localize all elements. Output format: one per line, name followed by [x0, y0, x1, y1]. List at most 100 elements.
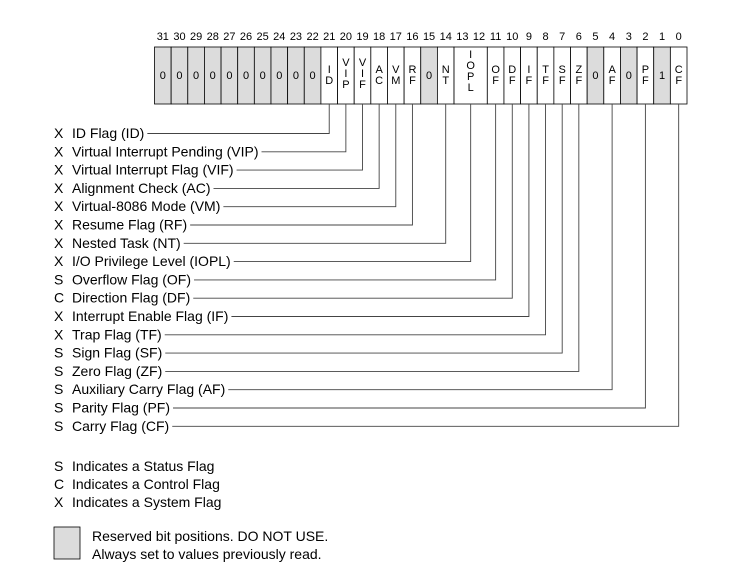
cell-letter: P: [342, 79, 349, 91]
flag-connector: [223, 104, 397, 208]
flag-connector: [165, 104, 580, 372]
flag-type-letter: X: [54, 143, 64, 159]
flag-name: Parity Flag (PF): [72, 400, 170, 416]
flag-connector-lines: [147, 104, 680, 427]
cell-letter: 0: [226, 70, 232, 82]
flag-name: Direction Flag (DF): [72, 290, 190, 306]
flag-type-letter: X: [54, 253, 64, 269]
flag-name: Virtual Interrupt Pending (VIP): [72, 143, 259, 159]
cell-letter: 0: [276, 70, 282, 82]
cell-letter: V: [392, 64, 400, 76]
cell-letter: I: [469, 49, 472, 61]
cell-letter: P: [642, 64, 649, 76]
cell-letter: 0: [592, 70, 598, 82]
flag-connector: [213, 104, 380, 189]
cell-letter: 0: [260, 70, 266, 82]
cell-letter: 0: [176, 70, 182, 82]
cell-letter: 1: [659, 70, 665, 82]
cell-letter: R: [408, 64, 416, 76]
cell-letter: Z: [575, 64, 582, 76]
flag-type-letter: X: [54, 180, 64, 196]
bit-number: 2: [642, 31, 648, 43]
reserved-note: Reserved bit positions. DO NOT USE. Alwa…: [53, 526, 328, 562]
flag-connector: [193, 104, 513, 299]
legend-text: Indicates a Control Flag: [72, 476, 220, 492]
bit-number: 9: [526, 31, 532, 43]
flag-name: Zero Flag (ZF): [72, 363, 162, 379]
flag-connector: [233, 104, 472, 263]
bit-number: 31: [157, 31, 169, 43]
cell-letter: O: [466, 60, 475, 72]
flag-type-letter: S: [54, 345, 63, 361]
cell-letter: I: [328, 64, 331, 76]
cell-letter: A: [608, 64, 616, 76]
bit-number: 27: [223, 31, 235, 43]
cell-letter: A: [375, 64, 383, 76]
cell-letter: I: [527, 64, 530, 76]
flag-connector: [147, 104, 330, 134]
flag-name: Sign Flag (SF): [72, 345, 162, 361]
flag-connector: [164, 104, 547, 336]
flag-bit-cell: [453, 46, 488, 105]
bit-number: 7: [559, 31, 565, 43]
bit-number: 0: [676, 31, 682, 43]
flag-connector: [228, 104, 613, 391]
reserved-note-line1: Reserved bit positions. DO NOT USE.: [92, 528, 328, 544]
bit-number: 29: [190, 31, 202, 43]
bit-number: 15: [423, 31, 435, 43]
bit-number: 22: [306, 31, 318, 43]
flag-type-letter: X: [54, 326, 64, 342]
cell-letter: 0: [160, 70, 166, 82]
legend-text: Indicates a Status Flag: [72, 458, 214, 474]
legend-text: Indicates a System Flag: [72, 494, 221, 510]
cell-letter: F: [409, 75, 416, 87]
cell-letter: F: [642, 75, 649, 87]
bit-number: 24: [273, 31, 285, 43]
flag-type-letter: X: [54, 308, 64, 324]
flag-type-letter: S: [54, 381, 63, 397]
flag-name: Interrupt Enable Flag (IF): [72, 308, 228, 324]
cell-letter: T: [442, 75, 449, 87]
flag-type-letter: X: [54, 162, 64, 178]
bit-number: 26: [240, 31, 252, 43]
flag-type-letter: S: [54, 418, 63, 434]
flag-name: Nested Task (NT): [72, 235, 181, 251]
cell-letter: O: [491, 64, 500, 76]
flag-connector: [236, 104, 363, 171]
cell-letter: D: [508, 64, 516, 76]
flag-name: Overflow Flag (OF): [72, 271, 191, 287]
bit-number: 3: [626, 31, 632, 43]
cell-letter: 0: [193, 70, 199, 82]
cell-letter: L: [468, 82, 474, 94]
legend-type-letter: S: [54, 458, 63, 474]
bit-number: 23: [290, 31, 302, 43]
flag-type-letter: C: [54, 290, 64, 306]
flag-name: Carry Flag (CF): [72, 418, 169, 434]
bit-number: 18: [373, 31, 385, 43]
flag-connector: [173, 104, 646, 409]
flag-connector: [172, 104, 680, 427]
flag-name: Virtual-8086 Mode (VM): [72, 198, 220, 214]
reserved-note-line2: Always set to values previously read.: [92, 546, 322, 562]
bit-number: 1: [659, 31, 665, 43]
bit-number: 13: [456, 31, 468, 43]
legend-type-letter: X: [54, 494, 64, 510]
cell-letter: 0: [210, 70, 216, 82]
flag-type-letter: X: [54, 217, 64, 233]
cell-letter: 0: [243, 70, 249, 82]
cell-letter: C: [375, 75, 383, 87]
cell-letter: F: [609, 75, 616, 87]
bit-number-row: 31 30 29 28 27 26 25 24 23 22 21 20 19 18 17 16 15 14 13 12…: [157, 31, 682, 43]
legend-type-letter: C: [54, 476, 64, 492]
flag-connector: [194, 104, 497, 281]
cell-letter: 0: [310, 70, 316, 82]
flag-type-letter: X: [54, 125, 64, 141]
bit-number: 19: [356, 31, 368, 43]
flag-type-letter: S: [54, 400, 63, 416]
cell-letter: M: [391, 75, 400, 87]
flag-type-legend: S Indicates a Status Flag C Indicates a Con…: [54, 458, 221, 510]
cell-letter: P: [467, 71, 474, 83]
bit-number: 10: [506, 31, 518, 43]
